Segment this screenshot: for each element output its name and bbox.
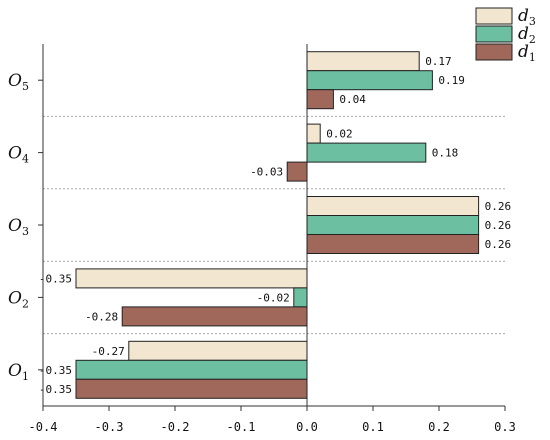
bar-o3-d2 bbox=[306, 215, 480, 235]
x-tick-label: -0.1 bbox=[227, 420, 256, 434]
value-label: 0.17 bbox=[425, 55, 452, 68]
bar-o1-d1 bbox=[75, 378, 308, 399]
value-label: -0.28 bbox=[85, 310, 118, 323]
value-label: -0.27 bbox=[92, 345, 125, 358]
legend-swatch-d1 bbox=[475, 43, 513, 61]
bar-o2-d1 bbox=[121, 306, 308, 327]
x-tick-label: -0.3 bbox=[95, 420, 124, 434]
bar-o1-d2 bbox=[75, 359, 308, 380]
x-tick-label: -0.4 bbox=[29, 420, 58, 434]
x-tick-label: 0.3 bbox=[494, 420, 516, 434]
legend-label-d1: d1 bbox=[518, 42, 536, 64]
bar-o4-d3 bbox=[306, 123, 321, 144]
value-label: -0.35 bbox=[39, 383, 72, 396]
value-label: 0.04 bbox=[339, 93, 366, 106]
bar-o5-d1 bbox=[306, 89, 334, 110]
bar-o1-d3 bbox=[128, 340, 308, 361]
legend-swatch-d2 bbox=[475, 25, 513, 43]
category-label-o4: O4 bbox=[8, 144, 29, 166]
x-tick-label: 0.1 bbox=[362, 420, 384, 434]
bar-o2-d2 bbox=[293, 287, 308, 308]
value-label: 0.26 bbox=[485, 219, 512, 232]
legend-label-d3: d3 bbox=[518, 6, 536, 28]
category-label-o3: O3 bbox=[8, 216, 29, 238]
bar-o5-d3 bbox=[306, 51, 420, 72]
legend-label-d2: d2 bbox=[518, 24, 536, 46]
bar-o4-d2 bbox=[306, 142, 427, 163]
value-label: 0.26 bbox=[485, 238, 512, 251]
category-label-o1: O1 bbox=[8, 361, 29, 383]
x-tick-label: 0.2 bbox=[428, 420, 450, 434]
x-tick-label: 0.0 bbox=[296, 420, 318, 434]
bar-o4-d1 bbox=[286, 161, 308, 182]
value-label: 0.19 bbox=[438, 74, 465, 87]
category-label-o5: O5 bbox=[8, 71, 29, 93]
value-label: -0.02 bbox=[257, 291, 290, 304]
legend-swatch-d3 bbox=[475, 7, 513, 25]
bar-o5-d2 bbox=[306, 70, 433, 91]
value-label: 0.26 bbox=[485, 200, 512, 213]
value-label: -0.35 bbox=[39, 364, 72, 377]
value-label: -0.35 bbox=[39, 272, 72, 285]
value-label: 0.02 bbox=[326, 128, 353, 141]
category-label-o2: O2 bbox=[8, 288, 29, 310]
x-tick-label: -0.2 bbox=[161, 420, 190, 434]
value-label: -0.03 bbox=[250, 166, 283, 179]
bar-o3-d1 bbox=[306, 234, 480, 254]
value-label: 0.18 bbox=[432, 147, 459, 160]
bar-o3-d3 bbox=[306, 196, 480, 216]
bar-o2-d3 bbox=[75, 268, 308, 289]
